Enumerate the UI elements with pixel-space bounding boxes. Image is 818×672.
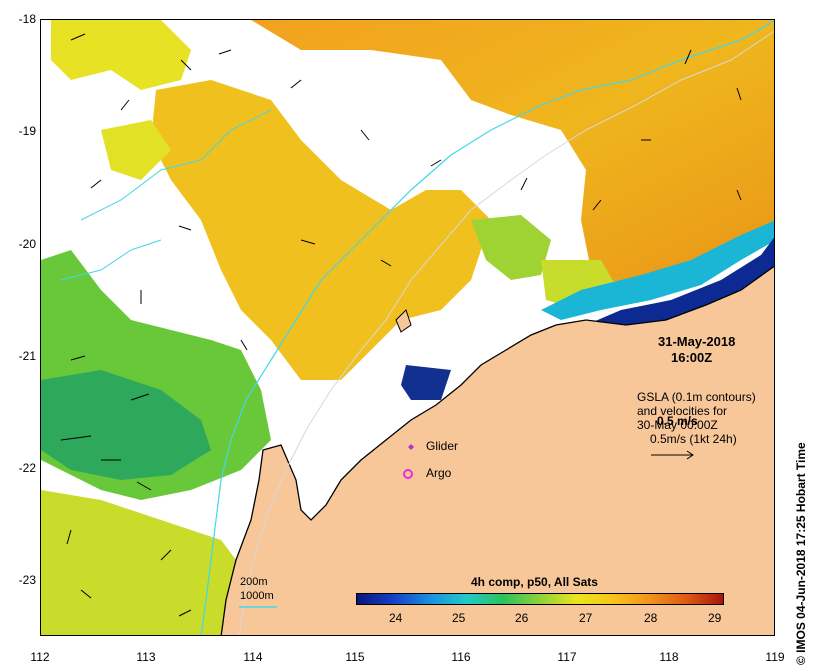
colorbar-tick: 24 bbox=[389, 611, 403, 625]
velocity-arrow bbox=[120, 99, 130, 111]
island bbox=[395, 309, 412, 333]
sst-cold-band bbox=[401, 365, 451, 400]
sst-yellow-region bbox=[101, 120, 171, 180]
x-tick-label: 119 bbox=[765, 650, 785, 664]
x-tick-label: 112 bbox=[30, 650, 50, 664]
velocity-arrow bbox=[592, 199, 602, 211]
contour-1000m-line bbox=[80, 109, 272, 221]
velocity-arrow bbox=[180, 59, 192, 71]
y-tick-label: -21 bbox=[18, 349, 36, 363]
x-tick-label: 118 bbox=[659, 650, 679, 664]
legend-200m-label: 200m bbox=[240, 576, 268, 588]
x-tick-label: 115 bbox=[345, 650, 365, 664]
velocity-arrow bbox=[130, 393, 150, 401]
legend-argo-label: Argo bbox=[426, 466, 452, 480]
gsla-line-1: GSLA (0.1m contours) bbox=[637, 390, 756, 404]
sst-warm-region bbox=[151, 80, 491, 380]
velocity-arrow bbox=[136, 481, 152, 491]
velocity-arrow bbox=[736, 189, 742, 201]
velocity-arrow bbox=[178, 609, 192, 617]
velocity-arrow bbox=[360, 129, 370, 141]
colorbar-title: 4h comp, p50, All Sats bbox=[471, 575, 598, 589]
velocity-arrow bbox=[160, 549, 172, 561]
gsla-line-2: and velocities for bbox=[637, 404, 728, 418]
colorbar-tick: 26 bbox=[515, 611, 529, 625]
velocity-arrow bbox=[430, 159, 442, 167]
x-tick-label: 114 bbox=[243, 650, 263, 664]
map-frame[interactable] bbox=[40, 19, 775, 636]
velocity-arrow bbox=[218, 49, 232, 55]
colorbar-tick: 25 bbox=[452, 611, 466, 625]
x-tick-label: 113 bbox=[136, 650, 156, 664]
velocity-arrow bbox=[66, 529, 72, 545]
sst-yellow-region bbox=[471, 215, 551, 280]
gsla-line-3: 30-May 00:00Z bbox=[637, 418, 718, 432]
timestamp-date: 31-May-2018 bbox=[658, 334, 736, 349]
velocity-arrow bbox=[290, 79, 302, 89]
sst-colorbar bbox=[356, 593, 724, 605]
credit-text: © IMOS 04-Jun-2018 17:25 Hobart Time bbox=[794, 442, 808, 665]
colorbar-tick: 29 bbox=[708, 611, 722, 625]
velocity-arrow bbox=[684, 49, 692, 65]
velocity-arrow bbox=[380, 259, 392, 267]
legend-1000m-label: 1000m bbox=[240, 590, 274, 602]
x-tick-label: 116 bbox=[451, 650, 471, 664]
colorbar-tick: 27 bbox=[579, 611, 593, 625]
reference-speed-label: 0.5 m/s bbox=[657, 414, 698, 428]
velocity-arrow bbox=[80, 589, 92, 599]
velocity-arrow bbox=[70, 355, 86, 361]
velocity-arrow bbox=[736, 87, 742, 101]
sst-cool-band bbox=[541, 220, 774, 320]
sst-yellow-region bbox=[41, 490, 251, 635]
velocity-arrow bbox=[178, 225, 192, 231]
velocity-arrows bbox=[60, 33, 742, 617]
velocity-arrow bbox=[70, 33, 86, 41]
colorbar-tick: 28 bbox=[644, 611, 658, 625]
map-canvas bbox=[41, 20, 774, 635]
argo-marker bbox=[403, 469, 413, 479]
x-tick-label: 117 bbox=[557, 650, 577, 664]
y-tick-label: -19 bbox=[18, 124, 36, 138]
contour-1000m-line bbox=[200, 20, 774, 635]
timestamp-time: 16:00Z bbox=[671, 350, 713, 365]
legend-glider-label: Glider bbox=[426, 439, 459, 453]
y-tick-label: -20 bbox=[18, 237, 36, 251]
sst-cold-band bbox=[586, 237, 774, 330]
sst-yellow-region bbox=[51, 20, 191, 90]
velocity-arrow bbox=[90, 179, 102, 189]
reference-vector-arrow bbox=[651, 450, 694, 460]
contour-1000m-line bbox=[60, 239, 162, 281]
velocity-arrow bbox=[300, 239, 316, 245]
y-tick-label: -18 bbox=[18, 12, 36, 26]
glider-marker bbox=[408, 444, 414, 450]
contour-200m-line bbox=[238, 30, 774, 635]
gsla-line-4: 0.5m/s (1kt 24h) bbox=[650, 432, 737, 446]
velocity-arrow bbox=[60, 435, 92, 441]
y-tick-label: -22 bbox=[18, 461, 36, 475]
velocity-arrow bbox=[520, 177, 528, 191]
land-area bbox=[220, 265, 774, 635]
sst-warm-region bbox=[251, 20, 774, 282]
y-tick-label: -23 bbox=[18, 573, 36, 587]
sst-green-region bbox=[41, 370, 211, 480]
velocity-arrow bbox=[240, 339, 248, 351]
